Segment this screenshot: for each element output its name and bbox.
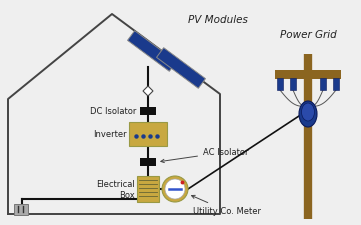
Polygon shape (143, 87, 153, 97)
Bar (277, 79, 283, 91)
Circle shape (162, 176, 188, 202)
Text: Utility Co. Meter: Utility Co. Meter (192, 196, 261, 216)
Polygon shape (127, 32, 177, 72)
Bar (275, 71, 341, 80)
Text: PV Modules: PV Modules (188, 15, 248, 25)
Text: DC Isolator: DC Isolator (90, 107, 136, 116)
Bar (333, 79, 339, 91)
Bar (140, 158, 156, 166)
Bar (14, 204, 28, 215)
Bar (137, 176, 159, 202)
Ellipse shape (301, 104, 314, 122)
Bar (290, 79, 296, 91)
Text: Electrical
Box: Electrical Box (96, 180, 135, 199)
Bar (140, 108, 156, 115)
Text: Power Grid: Power Grid (280, 30, 336, 40)
Ellipse shape (299, 101, 317, 127)
Polygon shape (157, 48, 205, 89)
Bar (320, 79, 326, 91)
Circle shape (165, 179, 185, 199)
Text: AC Isolator: AC Isolator (161, 148, 248, 163)
Bar (129, 122, 167, 146)
Text: Inverter: Inverter (93, 130, 127, 139)
